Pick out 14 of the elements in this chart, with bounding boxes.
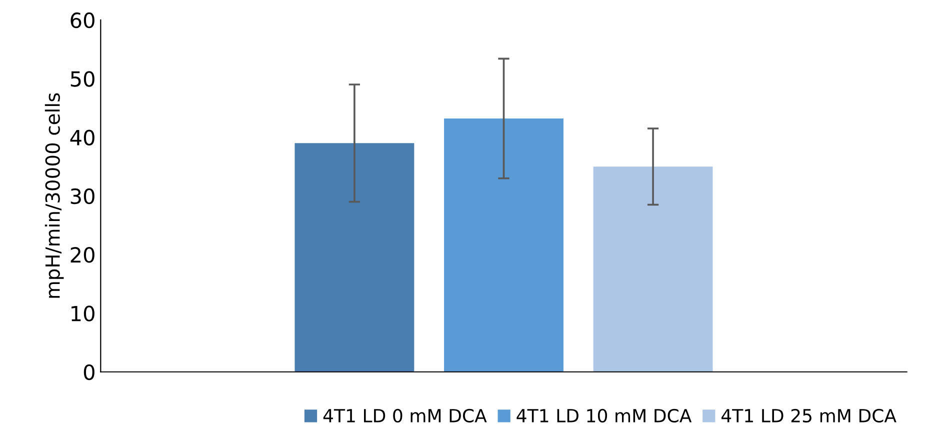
bar: [444, 118, 564, 372]
legend-label: 4T1 LD 25 mM DCA: [722, 408, 896, 423]
y-tick-label: 0: [84, 364, 94, 380]
y-tick-label: 30: [70, 188, 94, 204]
y-tick-label: 20: [70, 247, 94, 263]
y-tick-label: 10: [72, 306, 94, 322]
y-axis-title: mpH/min/30000 cells: [44, 93, 64, 298]
y-tick-label: 40: [70, 130, 94, 146]
y-tick-label: 50: [70, 71, 94, 87]
legend-label: 4T1 LD 10 mM DCA: [516, 408, 692, 423]
y-tick-label: 60: [70, 12, 94, 28]
bar: [593, 166, 713, 372]
bar: [294, 143, 414, 372]
legend-label: 4T1 LD 0 mM DCA: [323, 408, 487, 423]
